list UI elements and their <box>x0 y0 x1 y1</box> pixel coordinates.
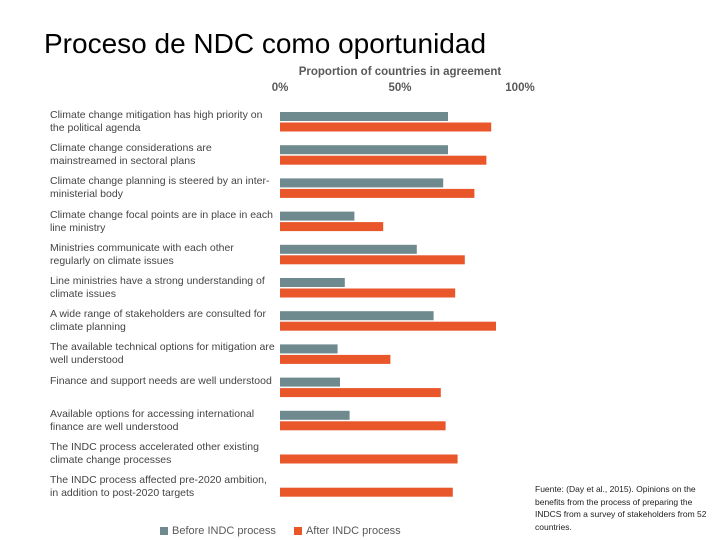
bar-before-indc <box>280 112 448 121</box>
chart-legend: Before INDC process After INDC process <box>160 525 401 537</box>
bar-after-indc <box>280 354 391 364</box>
legend-swatch <box>293 527 302 535</box>
bar-after-indc <box>280 222 384 232</box>
category-label: Available options for accessing internat… <box>50 407 255 433</box>
bar-after-indc <box>280 288 456 298</box>
bar-after-indc <box>280 321 496 331</box>
category-label: Line ministries have a strong understand… <box>50 275 265 300</box>
bar-after-indc <box>280 155 487 165</box>
category-label: Climate change mitigation has high prior… <box>50 109 263 134</box>
slide-title: Proceso de NDC como oportunidad <box>44 28 487 59</box>
legend-label: After INDC process <box>305 525 401 537</box>
source-note: Fuente: (Day et al., 2015). Opinions on … <box>535 484 707 532</box>
category-label: Ministries communicate with each other r… <box>50 241 234 267</box>
category-label: Climate change focal points are in place… <box>50 208 273 234</box>
bar-after-indc <box>280 255 465 265</box>
bar-before-indc <box>280 278 345 287</box>
legend-label: Before INDC process <box>172 525 276 537</box>
chart-title: Proportion of countries in agreement <box>298 66 502 78</box>
category-label: A wide range of stakeholders are consult… <box>50 308 266 334</box>
bar-after-indc <box>280 454 458 464</box>
category-label: Finance and support needs are well under… <box>50 374 272 387</box>
bar-before-indc <box>280 311 434 321</box>
bar-before-indc <box>280 344 338 354</box>
x-tick-label: 0% <box>271 82 289 94</box>
bar-after-indc <box>280 421 446 431</box>
x-tick-label: 50% <box>388 82 412 94</box>
bar-before-indc <box>280 377 340 387</box>
bar-before-indc <box>280 244 417 254</box>
bar-before-indc <box>280 178 444 188</box>
legend-item: Before INDC process <box>160 525 276 537</box>
bar-before-indc <box>280 211 355 221</box>
category-label: Climate change planning is steered by an… <box>50 175 270 201</box>
legend-swatch <box>160 527 168 535</box>
bar-after-indc <box>280 487 453 497</box>
bar-after-indc <box>280 122 492 132</box>
category-label: The INDC process affected pre-2020 ambit… <box>50 474 267 500</box>
bar-after-indc <box>280 188 475 198</box>
category-label: The INDC process accelerated other exist… <box>50 441 259 466</box>
category-label: The available technical options for miti… <box>50 341 275 367</box>
category-label: Climate change considerations are mainst… <box>50 142 212 168</box>
bar-before-indc <box>280 410 350 420</box>
bar-after-indc <box>280 388 441 398</box>
x-tick-label: 100% <box>505 82 535 94</box>
bar-before-indc <box>280 145 448 155</box>
legend-item: After INDC process <box>293 525 401 537</box>
